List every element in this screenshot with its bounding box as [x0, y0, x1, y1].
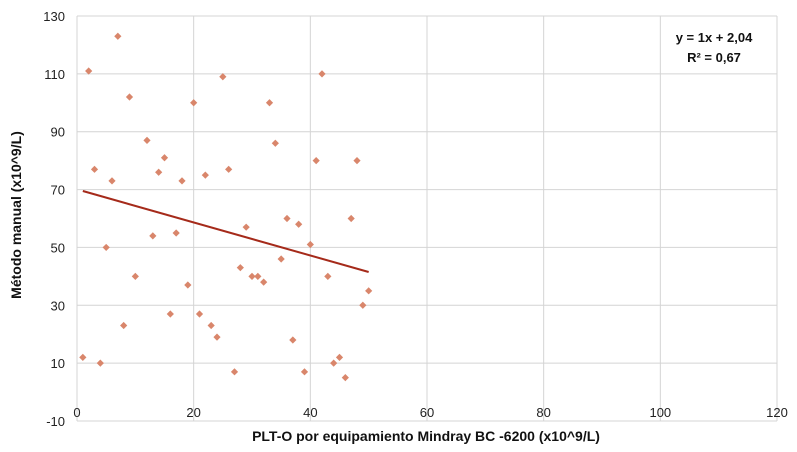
- data-point: [289, 336, 297, 344]
- data-point: [201, 171, 209, 179]
- data-point: [184, 281, 192, 289]
- data-point: [300, 368, 309, 376]
- grid-lines: [76, 15, 778, 422]
- x-axis-ticks: 0 20 40 60 80 100 120: [73, 405, 787, 420]
- data-point: [324, 272, 332, 280]
- data-point: [353, 157, 361, 165]
- data-point: [85, 67, 93, 75]
- data-point: [155, 168, 163, 176]
- data-point: [96, 359, 104, 367]
- data-point: [207, 321, 215, 330]
- x-tick-label: 100: [649, 405, 671, 420]
- y-tick-label: 130: [43, 9, 65, 24]
- data-point: [260, 278, 268, 286]
- data-point: [166, 310, 174, 318]
- data-point: [149, 232, 157, 240]
- data-point: [295, 220, 303, 228]
- y-tick-label: 70: [51, 183, 65, 198]
- x-axis-title: PLT-O por equipamiento Mindray BC -6200 …: [252, 428, 600, 444]
- data-point: [306, 240, 314, 249]
- data-point: [271, 139, 279, 147]
- data-point: [248, 272, 256, 280]
- y-tick-label: 30: [51, 298, 65, 313]
- y-tick-label: 110: [44, 67, 65, 82]
- data-point: [359, 301, 367, 309]
- y-axis-title: Método manual (x10^9/L): [8, 131, 24, 299]
- r-squared-label: R² = 0,67: [687, 50, 741, 65]
- data-point: [225, 165, 233, 173]
- x-tick-label: 20: [186, 405, 200, 420]
- data-point: [178, 177, 186, 185]
- data-point: [213, 333, 221, 341]
- data-point: [190, 99, 198, 107]
- data-point: [79, 353, 87, 361]
- data-point: [236, 264, 244, 272]
- x-tick-label: 0: [73, 405, 80, 420]
- data-point: [114, 32, 122, 40]
- data-point: [277, 255, 285, 263]
- data-point: [318, 70, 326, 78]
- data-point: [242, 223, 250, 231]
- data-point: [102, 243, 110, 252]
- data-point: [120, 321, 128, 330]
- data-point: [195, 310, 204, 318]
- data-points: [79, 32, 373, 382]
- data-point: [330, 359, 338, 367]
- data-point: [230, 368, 239, 376]
- data-point: [347, 214, 355, 223]
- data-point: [312, 157, 320, 165]
- x-tick-label: 40: [303, 405, 317, 420]
- trendline-group: [82, 190, 369, 273]
- y-tick-label: 90: [51, 125, 65, 140]
- data-point: [365, 287, 373, 295]
- linear-trendline: [82, 190, 369, 273]
- y-axis-ticks: -10 10 30 50 70 90 110 130: [43, 9, 65, 429]
- x-tick-label: 120: [766, 405, 788, 420]
- data-point: [125, 93, 134, 101]
- data-point: [265, 99, 274, 107]
- data-point: [172, 229, 180, 237]
- data-point: [335, 353, 344, 361]
- y-tick-label: -10: [46, 414, 65, 429]
- data-point: [254, 272, 262, 280]
- data-point: [341, 374, 349, 382]
- y-tick-label: 10: [51, 356, 65, 371]
- trendline-equation: y = 1x + 2,04: [676, 30, 753, 45]
- data-point: [160, 154, 169, 162]
- data-point: [143, 136, 151, 144]
- data-point: [131, 272, 139, 280]
- x-tick-label: 60: [420, 405, 434, 420]
- data-point: [90, 165, 99, 173]
- data-point: [283, 214, 291, 223]
- data-point: [108, 177, 116, 185]
- data-point: [219, 73, 227, 81]
- y-tick-label: 50: [51, 240, 65, 255]
- x-tick-label: 80: [536, 405, 550, 420]
